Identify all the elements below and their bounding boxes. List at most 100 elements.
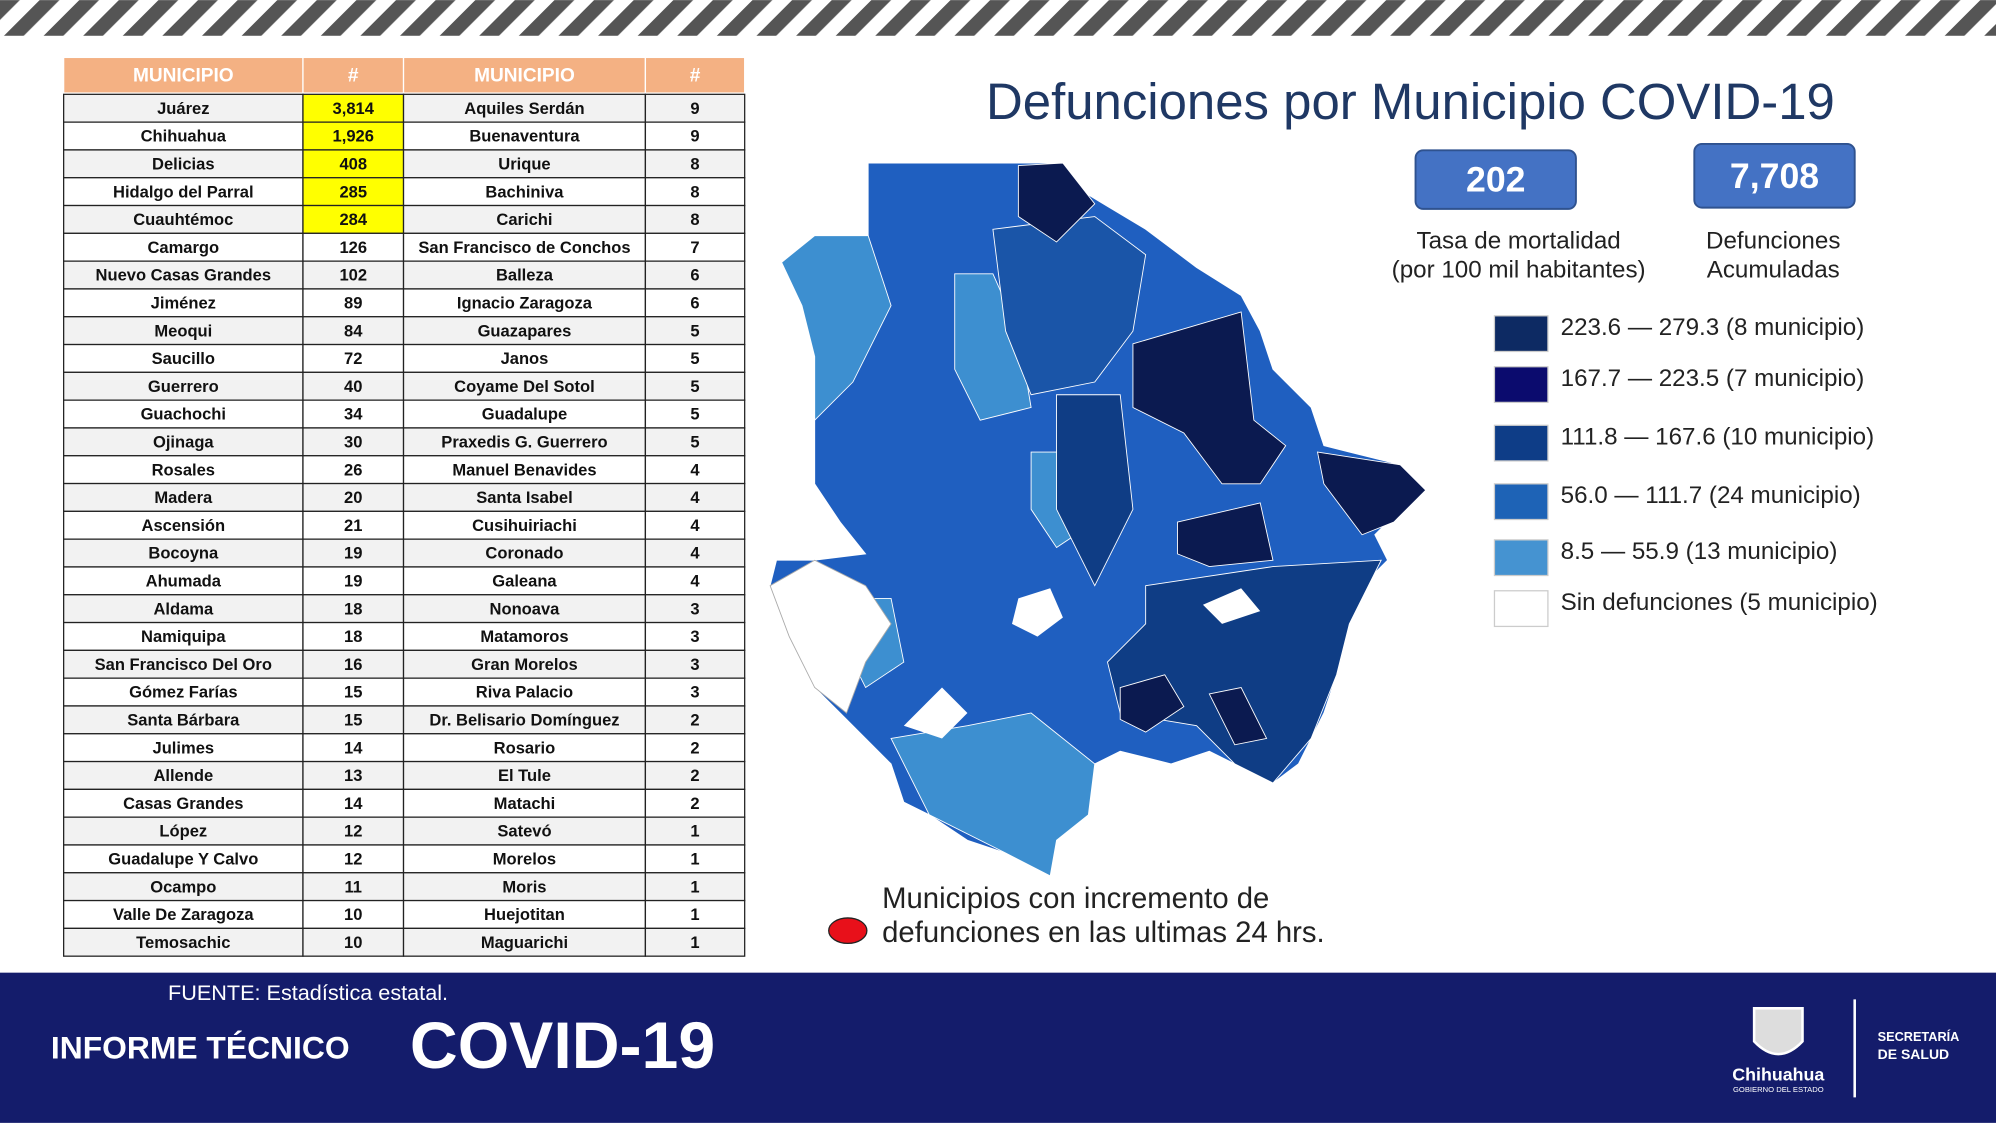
cell-bg	[302, 204, 405, 234]
legend-swatch	[1493, 424, 1549, 462]
cell-bg	[402, 872, 647, 902]
region	[890, 712, 1096, 877]
cell: 5	[690, 349, 699, 368]
cell: 9	[690, 99, 699, 118]
cell: Urique	[498, 154, 550, 173]
stats: 202 Tasa de mortalidad (por 100 mil habita…	[1392, 143, 1856, 284]
cell: Valle De Zaragoza	[113, 905, 254, 924]
cell: 3	[690, 599, 699, 618]
region	[992, 216, 1147, 396]
cell: Hidalgo del Parral	[113, 182, 254, 201]
cell: 19	[344, 544, 362, 563]
cell: Temosachic	[136, 933, 230, 952]
cell-bg	[644, 177, 746, 207]
cell: Guerrero	[148, 377, 219, 396]
cell: Aquiles Serdán	[464, 99, 584, 118]
cell-bg	[644, 649, 746, 679]
cell: 21	[344, 516, 362, 535]
cell: Guadalupe Y Calvo	[108, 850, 258, 869]
cell: Cusihuiriachi	[472, 516, 577, 535]
cell: 12	[344, 850, 362, 869]
cell: Galeana	[492, 571, 557, 590]
cell: 72	[344, 349, 362, 368]
region-empty	[1012, 588, 1063, 637]
legend-label: Sin defunciones (5 municipio)	[1561, 589, 1878, 616]
cell-bg	[63, 677, 304, 707]
stat-label: Tasa de mortalidad	[1417, 227, 1621, 254]
cell-bg	[644, 482, 746, 512]
legend-label: 8.5 — 55.9 (13 municipio)	[1561, 538, 1838, 565]
stat-box	[1693, 143, 1856, 209]
cell: 2	[690, 738, 699, 757]
region	[1119, 674, 1185, 733]
cell: 19	[344, 571, 362, 590]
cell: Saucillo	[152, 349, 215, 368]
cell: 4	[690, 516, 700, 535]
cell-bg	[63, 733, 304, 763]
cell-bg	[644, 343, 746, 373]
cell-bg	[402, 844, 647, 874]
cell-bg	[402, 677, 647, 707]
cell: 285	[339, 182, 367, 201]
cell: Camargo	[147, 238, 219, 257]
source: FUENTE: Estadística estatal.	[168, 980, 448, 1005]
cell: 1,926	[333, 127, 374, 146]
cell-bg	[644, 816, 746, 846]
cell: Buenaventura	[469, 127, 580, 146]
cell-bg	[402, 177, 647, 207]
cell: Coronado	[485, 544, 563, 563]
cell: 7	[690, 238, 699, 257]
cell: Bocoyna	[148, 544, 219, 563]
cell-bg	[302, 594, 405, 624]
cell: Janos	[501, 349, 549, 368]
cell-bg	[644, 121, 746, 151]
cell: 1	[690, 850, 699, 869]
cell-bg	[302, 566, 405, 596]
region-empty	[903, 687, 968, 739]
cell: Guachochi	[141, 405, 226, 424]
column-header: #	[690, 66, 701, 87]
cell: López	[159, 822, 207, 841]
cell: Coyame Del Sotol	[454, 377, 595, 396]
cell-bg	[63, 538, 304, 568]
cell-bg	[63, 177, 304, 207]
stat-label: (por 100 mil habitantes)	[1392, 257, 1646, 284]
cell: Praxedis G. Guerrero	[441, 432, 607, 451]
cell-bg	[402, 649, 647, 679]
cell: Cuauhtémoc	[133, 210, 233, 229]
header-cell	[302, 56, 405, 94]
cell: 10	[344, 933, 362, 952]
cell: Madera	[154, 488, 213, 507]
cell: Namiquipa	[141, 627, 226, 646]
legend-label: 56.0 — 111.7 (24 municipio)	[1561, 482, 1861, 509]
cell-bg	[63, 371, 304, 401]
cell: Rosario	[494, 738, 556, 757]
cell: 126	[339, 238, 367, 257]
legend-swatch	[1493, 315, 1549, 353]
cell: Riva Palacio	[476, 683, 573, 702]
cell: Santa Isabel	[476, 488, 572, 507]
cell-bg	[402, 899, 647, 930]
cell: 5	[690, 377, 699, 396]
cell-bg	[644, 232, 746, 262]
dept: SECRETARÍA	[1878, 1029, 1960, 1044]
cell: Santa Bárbara	[127, 711, 240, 730]
dept: DE SALUD	[1878, 1046, 1950, 1062]
region	[1106, 559, 1382, 784]
stat-label: Acumuladas	[1707, 257, 1840, 284]
cell-bg	[644, 899, 746, 930]
note-marker	[828, 917, 868, 945]
cell: 8	[690, 154, 699, 173]
report-label: INFORME TÉCNICO	[51, 1030, 350, 1066]
cell: 5	[690, 432, 699, 451]
cell: 4	[690, 544, 700, 563]
cell: Nuevo Casas Grandes	[96, 266, 271, 285]
cell-bg	[402, 455, 647, 485]
cell: Matamoros	[480, 627, 568, 646]
cell: 15	[344, 683, 362, 702]
cell-bg	[302, 93, 405, 123]
cell: Jiménez	[151, 293, 216, 312]
cell-bg	[63, 788, 304, 818]
cell-bg	[644, 566, 746, 596]
cell: Ascensión	[142, 516, 226, 535]
